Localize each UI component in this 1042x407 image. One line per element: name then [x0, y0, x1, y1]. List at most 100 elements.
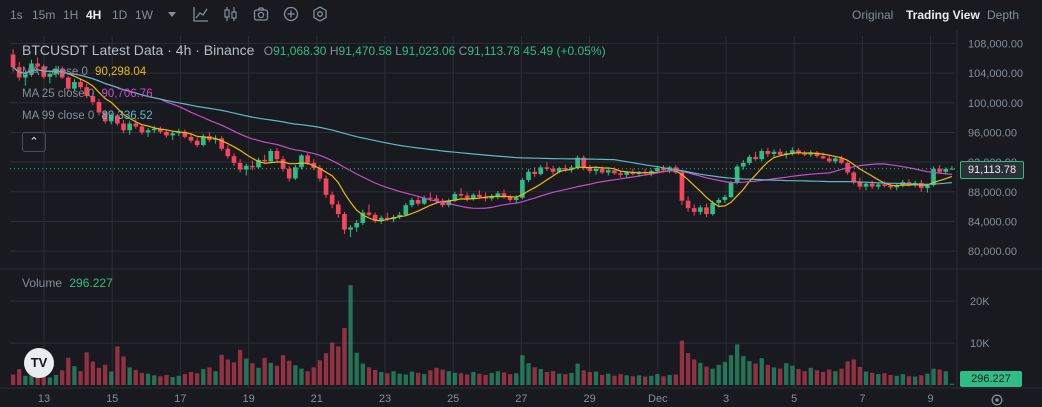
ma7-legend: MA 7 close 0 90,298.04: [22, 66, 146, 78]
volume-bar: [452, 372, 458, 385]
volume-bar: [593, 371, 599, 385]
candlestick-icon[interactable]: [223, 6, 239, 22]
candle-body: [716, 199, 722, 203]
price-axis-tick: 100,000.00: [968, 98, 1023, 110]
volume-bar: [520, 355, 525, 385]
volume-bar: [931, 368, 936, 385]
volume-bar: [409, 371, 415, 385]
volume-bar: [888, 374, 893, 385]
volume-bar: [876, 374, 881, 385]
volume-bar: [808, 367, 813, 385]
view-original[interactable]: Original: [852, 8, 894, 22]
candle-body: [501, 193, 507, 197]
volume-bar: [250, 363, 255, 385]
close-value: 91,113.78: [467, 44, 520, 58]
time-axis-tick: 21: [311, 393, 323, 405]
candle-body: [544, 167, 550, 169]
candle-body: [808, 152, 814, 155]
ma99-legend: MA 99 close 0 89,336.52: [22, 110, 153, 122]
volume-bar: [17, 369, 22, 385]
timeframe-1w[interactable]: 1W: [135, 8, 153, 22]
time-axis-tick: 19: [242, 393, 254, 405]
settings-icon[interactable]: [312, 6, 328, 22]
volume-bar: [379, 372, 384, 385]
ma25-value: 90,706.76: [101, 88, 153, 100]
collapse-legend-button[interactable]: ⌃: [22, 132, 46, 152]
candle-body: [618, 173, 623, 175]
candle-body: [10, 54, 16, 68]
volume-bar: [667, 374, 672, 385]
candle-body: [23, 74, 28, 78]
volume-bar: [514, 373, 519, 385]
candle-body: [826, 158, 832, 162]
volume-bar: [839, 368, 844, 385]
dropdown-caret-icon[interactable]: [164, 6, 180, 22]
volume-bar: [385, 373, 390, 385]
timeframe-4h[interactable]: 4H: [86, 8, 102, 22]
volume-bar: [912, 376, 918, 385]
add-indicator-icon[interactable]: [283, 6, 299, 22]
volume-bar: [618, 374, 623, 385]
timeframe-15m[interactable]: 15m: [32, 8, 56, 22]
candle-body: [317, 168, 323, 179]
volume-bar: [624, 375, 629, 385]
time-axis-tick: 27: [515, 393, 527, 405]
volume-bar: [698, 362, 703, 385]
ma25-label: MA 25 close 0: [22, 88, 95, 100]
candle-body: [814, 152, 820, 157]
time-axis-tick: 13: [38, 393, 50, 405]
candle-body: [115, 115, 120, 124]
volume-bar: [397, 373, 402, 385]
time-axis-tick: 15: [106, 393, 118, 405]
ma7-line: [12, 66, 953, 222]
volume-bar: [747, 361, 752, 385]
volume-bar: [152, 375, 157, 385]
volume-bar: [66, 357, 71, 385]
volume-bar: [237, 349, 243, 385]
candle-body: [477, 194, 482, 197]
candle-body: [839, 158, 844, 163]
volume-bar: [563, 374, 568, 385]
volume-bar: [201, 369, 206, 385]
volume-bar: [900, 374, 905, 385]
candle-body: [470, 194, 476, 200]
candle-body: [182, 131, 188, 137]
volume-bar: [937, 369, 942, 385]
volume-bar: [115, 346, 120, 385]
volume-bar: [280, 355, 286, 385]
volume-bar: [489, 372, 494, 385]
volume-bar: [728, 355, 734, 385]
volume-bar: [188, 372, 194, 385]
candle-body: [796, 150, 801, 154]
candle-body: [771, 151, 777, 154]
view-trading-view[interactable]: Trading View: [906, 8, 980, 22]
view-depth[interactable]: Depth: [987, 8, 1020, 22]
candle-body: [219, 138, 225, 149]
volume-bar: [483, 374, 488, 385]
volume-bar: [863, 371, 869, 385]
timeframe-1d[interactable]: 1D: [112, 8, 128, 22]
volume-bar: [882, 373, 887, 385]
candle-body: [507, 197, 513, 200]
volume-bar: [231, 362, 237, 385]
camera-icon[interactable]: [253, 6, 269, 22]
volume-bar: [207, 367, 212, 385]
volume-bar: [600, 374, 605, 385]
timeframe-1s[interactable]: 1s: [10, 8, 23, 22]
volume-bar: [219, 354, 224, 385]
axis-settings-icon[interactable]: [990, 393, 1004, 407]
line-chart-icon[interactable]: [193, 6, 209, 22]
last-price-tag: 91,113.78: [960, 160, 1024, 179]
low-label: L: [395, 44, 402, 58]
candle-body: [790, 150, 795, 154]
volume-bar: [299, 368, 304, 385]
volume-bar: [121, 356, 126, 385]
candle-body: [323, 178, 329, 195]
volume-bar: [287, 360, 292, 385]
candle-body: [495, 193, 501, 197]
volume-bar: [827, 369, 832, 385]
open-label: O: [263, 44, 274, 58]
candle-body: [888, 185, 893, 188]
timeframe-1h[interactable]: 1H: [63, 8, 79, 22]
